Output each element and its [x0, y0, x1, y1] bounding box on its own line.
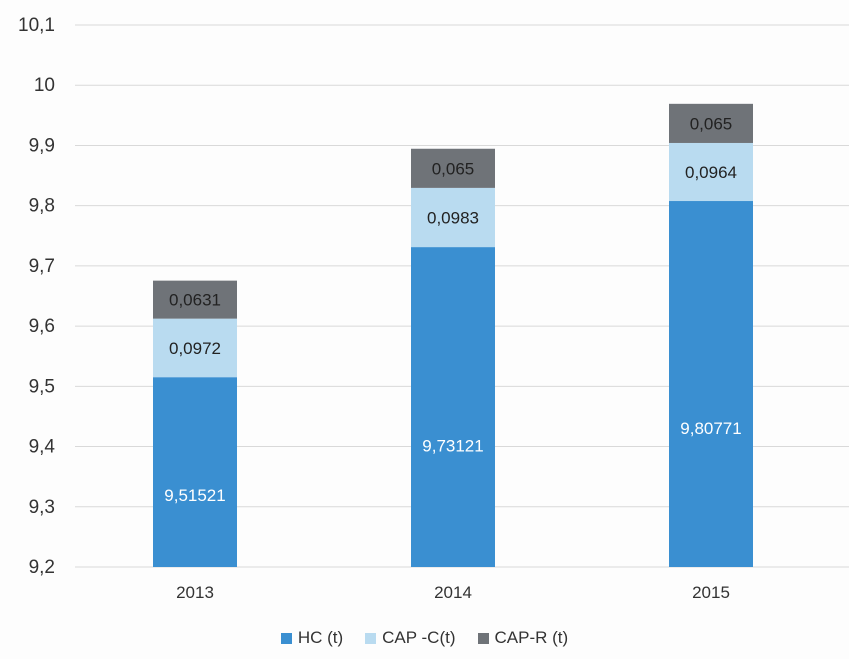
legend: HC (t) CAP -C(t) CAP-R (t): [0, 628, 849, 648]
data-label: 9,73121: [422, 436, 483, 455]
y-tick-label: 10: [34, 75, 55, 96]
legend-swatch-hc: [280, 632, 292, 644]
x-tick-label: 2013: [176, 583, 214, 602]
bar-segment: [669, 142, 753, 202]
legend-swatch-cap-c: [365, 632, 377, 644]
bar-segment: [411, 247, 495, 567]
bar-segment: [411, 148, 495, 188]
data-label: 9,80771: [680, 419, 741, 438]
bar-segment: [669, 103, 753, 143]
y-tick-label: 9,6: [29, 316, 55, 337]
bar-segment: [411, 187, 495, 248]
y-tick-label: 10,1: [18, 15, 55, 36]
legend-label-cap-r: CAP-R (t): [494, 628, 569, 647]
x-tick-label: 2014: [434, 583, 472, 602]
data-label: 9,51521: [164, 486, 225, 505]
data-label: 0,0972: [169, 339, 221, 358]
data-label: 0,065: [690, 114, 733, 133]
bar-segment: [153, 280, 237, 319]
data-label: 0,0964: [685, 163, 737, 182]
y-tick-label: 9,9: [29, 135, 55, 156]
y-tick-label: 9,7: [29, 256, 55, 277]
data-label: 0,065: [432, 159, 475, 178]
data-label: 0,0983: [427, 208, 479, 227]
stacked-bar-chart: 9,2 9,3 9,4 9,5 9,6 9,7 9,8 9,9 10 10,1 9,51521 0,0…: [18, 15, 849, 602]
legend-item-cap-c: CAP -C(t): [365, 628, 456, 648]
data-label: 0,0631: [169, 291, 221, 310]
bar-segment: [669, 201, 753, 567]
legend-swatch-cap-r: [477, 632, 489, 644]
legend-item-cap-r: CAP-R (t): [477, 628, 569, 648]
y-tick-label: 9,4: [29, 437, 56, 458]
bar-segment: [153, 318, 237, 378]
y-tick-label: 9,5: [29, 376, 55, 397]
y-tick-label: 9,8: [29, 196, 55, 217]
bar-segment: [153, 377, 237, 567]
y-tick-label: 9,2: [29, 557, 55, 578]
legend-item-hc: HC (t): [280, 628, 344, 648]
legend-label-cap-c: CAP -C(t): [382, 628, 456, 647]
legend-label-hc: HC (t): [297, 628, 344, 647]
y-tick-label: 9,3: [29, 497, 55, 518]
x-tick-label: 2015: [692, 583, 730, 602]
